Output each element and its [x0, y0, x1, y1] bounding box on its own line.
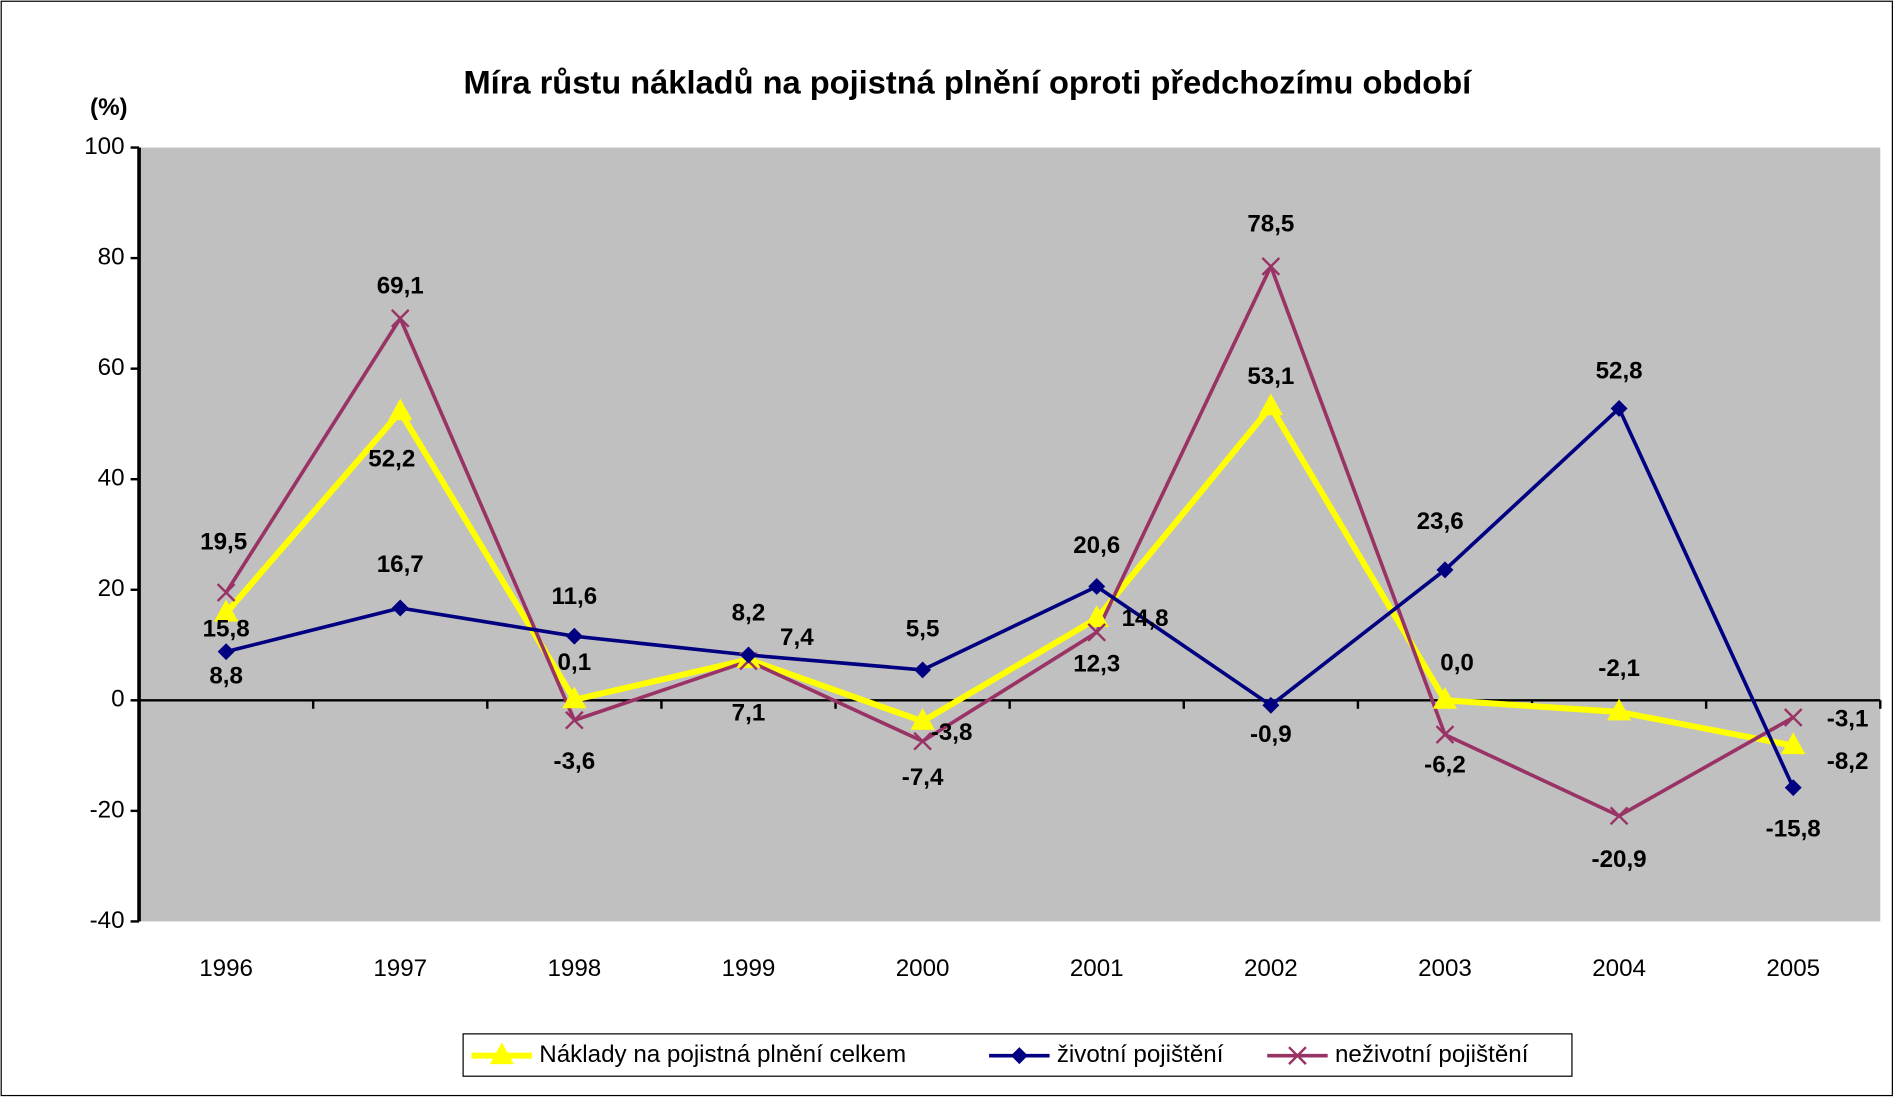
data-label: 52,2 — [368, 446, 415, 473]
x-tick-label: 1997 — [373, 955, 427, 982]
data-label: 53,1 — [1247, 363, 1294, 390]
marker — [740, 646, 757, 664]
legend-label: Náklady na pojistná plnění celkem — [539, 1041, 906, 1068]
data-label: -6,2 — [1424, 751, 1466, 778]
marker — [1288, 1046, 1307, 1065]
marker — [391, 599, 409, 617]
y-tick-label: 0 — [111, 686, 124, 713]
data-label: -3,8 — [931, 719, 973, 746]
data-label: 19,5 — [200, 528, 247, 555]
y-axis-label: (%) — [90, 94, 128, 121]
data-label: -7,4 — [902, 764, 944, 791]
plot-area — [139, 147, 1881, 922]
data-label: 7,4 — [780, 624, 814, 651]
data-label: -3,1 — [1827, 705, 1869, 732]
data-label: -0,9 — [1250, 721, 1292, 748]
data-label: 15,8 — [203, 615, 250, 642]
marker — [1609, 806, 1629, 826]
data-label: 14,8 — [1122, 605, 1169, 632]
data-label: 8,2 — [732, 599, 766, 626]
marker — [565, 710, 584, 730]
data-label: 8,8 — [209, 662, 243, 689]
data-label: 52,8 — [1596, 358, 1643, 385]
data-label: 5,5 — [906, 615, 940, 642]
legend-label: neživotní pojištění — [1335, 1041, 1529, 1068]
data-label: 78,5 — [1247, 211, 1294, 238]
marker — [1432, 687, 1458, 709]
chart-title: Míra růstu nákladů na pojistná plnění op… — [463, 63, 1472, 100]
data-label: 0,1 — [558, 649, 592, 676]
marker — [913, 731, 932, 751]
legend-label: životní pojištění — [1057, 1041, 1224, 1068]
data-label: 11,6 — [552, 583, 598, 610]
data-label: 69,1 — [377, 272, 424, 299]
data-label: 12,3 — [1073, 650, 1120, 677]
marker — [214, 599, 239, 622]
marker — [1261, 257, 1281, 276]
data-label: 16,7 — [377, 551, 424, 578]
data-label: -15,8 — [1766, 815, 1821, 842]
marker — [216, 583, 236, 602]
marker — [1781, 732, 1806, 755]
data-label: -3,6 — [554, 748, 596, 775]
data-label: -20,9 — [1592, 846, 1647, 873]
series-line — [224, 264, 1795, 818]
marker — [390, 309, 410, 328]
marker — [1436, 561, 1454, 579]
x-tick-label: 2000 — [896, 955, 950, 982]
y-tick-label: 40 — [98, 465, 125, 492]
marker — [562, 686, 587, 709]
marker — [1088, 577, 1106, 595]
data-label: -2,1 — [1598, 655, 1640, 682]
data-label: 23,6 — [1417, 508, 1464, 535]
y-tick-label: -40 — [90, 907, 125, 934]
y-tick-label: -20 — [90, 796, 125, 823]
data-label: 7,1 — [732, 700, 766, 727]
marker — [489, 1042, 514, 1065]
marker — [1783, 708, 1803, 727]
marker — [1084, 605, 1109, 627]
marker — [1607, 698, 1632, 721]
marker — [910, 708, 935, 730]
marker — [388, 398, 413, 421]
marker — [565, 627, 583, 645]
y-tick-label: 80 — [98, 243, 125, 270]
y-tick-label: 60 — [98, 354, 125, 381]
data-label: 0,0 — [1440, 649, 1474, 676]
marker — [1784, 779, 1802, 797]
x-tick-label: 1999 — [722, 955, 776, 982]
data-label: 20,6 — [1073, 532, 1120, 559]
marker — [1087, 623, 1107, 642]
marker — [914, 661, 932, 679]
series-line — [223, 403, 1794, 749]
y-tick-label: 100 — [84, 133, 124, 160]
x-tick-label: 2002 — [1244, 955, 1298, 982]
x-tick-label: 2001 — [1070, 955, 1124, 982]
marker — [1435, 725, 1455, 744]
marker — [1010, 1047, 1028, 1065]
x-tick-label: 2004 — [1592, 955, 1646, 982]
series-line — [225, 406, 1795, 789]
marker — [1262, 696, 1280, 714]
x-tick-label: 1998 — [547, 955, 601, 982]
data-label: -8,2 — [1827, 748, 1869, 775]
x-tick-label: 2005 — [1766, 955, 1820, 982]
x-tick-label: 1996 — [199, 955, 253, 982]
y-tick-label: 20 — [98, 575, 125, 602]
x-tick-label: 2003 — [1418, 955, 1472, 982]
marker — [1258, 393, 1283, 416]
marker — [1610, 399, 1628, 417]
